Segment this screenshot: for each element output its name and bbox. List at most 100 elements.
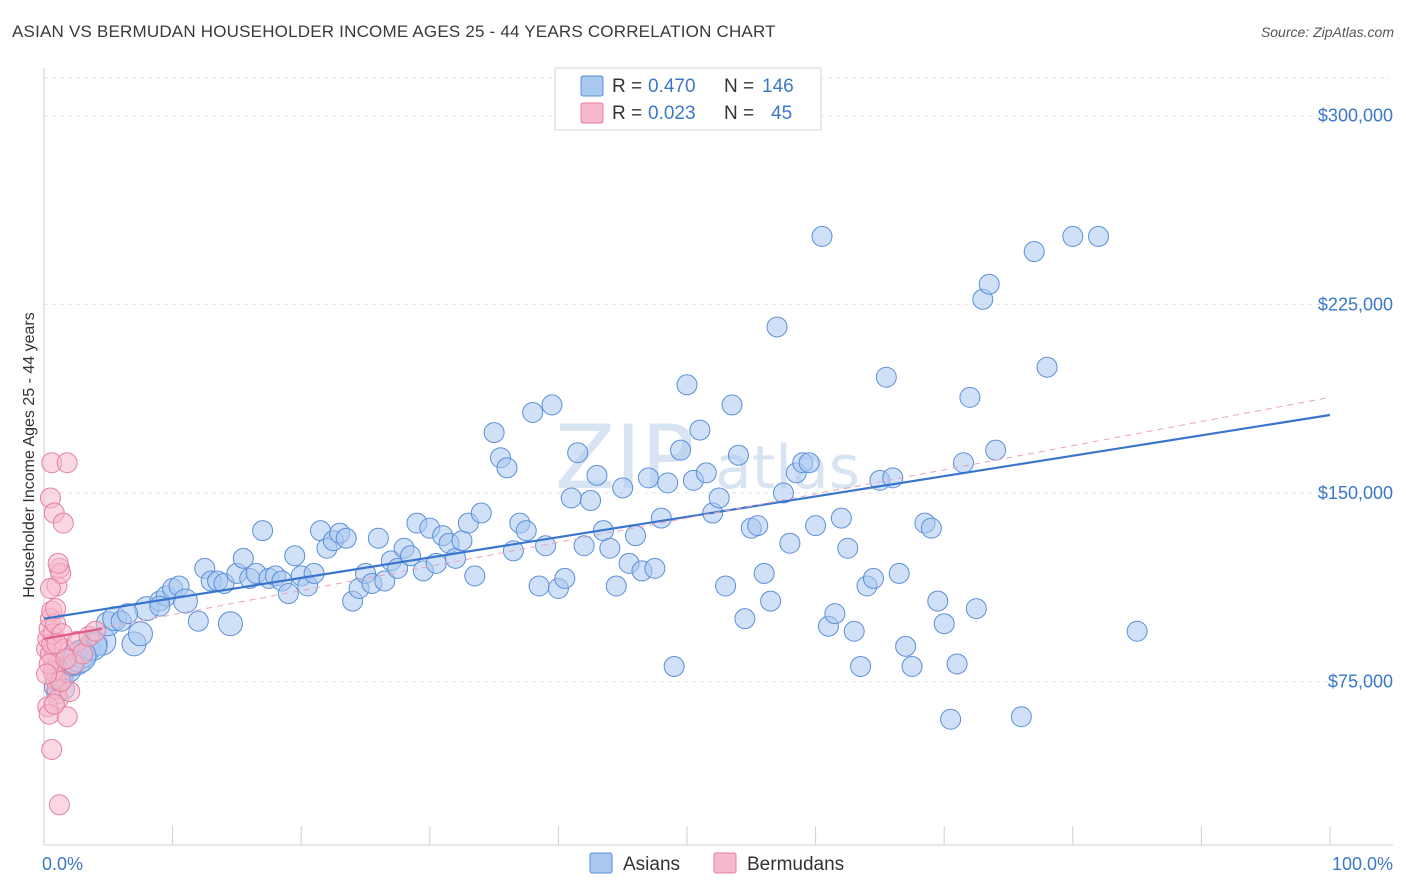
x-tick-labels: 0.0% 100.0% xyxy=(42,854,1393,874)
point-asian xyxy=(483,422,505,444)
point-asian xyxy=(734,608,756,630)
point-asian xyxy=(599,537,621,559)
point-asian xyxy=(747,515,769,537)
point-bermudan xyxy=(43,693,65,715)
point-asian xyxy=(580,489,602,511)
trend-line-asians xyxy=(43,413,1331,620)
legend-r-value-1: 0.470 xyxy=(648,76,696,97)
point-asian xyxy=(496,457,518,479)
point-asian xyxy=(798,452,820,474)
point-asian xyxy=(637,467,659,489)
point-asian xyxy=(888,562,910,584)
point-bermudan xyxy=(47,552,69,574)
point-asian xyxy=(284,545,306,567)
point-bermudan xyxy=(55,648,77,670)
point-asian xyxy=(232,547,254,569)
y-tick-labels: $75,000 $150,000 $225,000 $300,000 xyxy=(1318,106,1393,692)
y-axis-label: Householder Income Ages 25 - 44 years xyxy=(21,312,38,598)
legend-n-value-2: 45 xyxy=(771,103,792,124)
bottom-legend-asians: Asians xyxy=(623,854,680,875)
trend-line-bermudans xyxy=(43,627,103,640)
point-asian xyxy=(528,575,550,597)
point-asian xyxy=(567,442,589,464)
point-asian xyxy=(586,464,608,486)
point-asian xyxy=(978,273,1000,295)
point-asian xyxy=(663,655,685,677)
point-asian xyxy=(965,598,987,620)
point-asian xyxy=(753,562,775,584)
point-asian xyxy=(985,439,1007,461)
point-asian xyxy=(1036,356,1058,378)
point-bermudan xyxy=(36,663,58,685)
point-asian xyxy=(875,366,897,388)
bottom-legend: Asians Bermudans xyxy=(589,852,844,875)
point-asian xyxy=(573,535,595,557)
point-asian xyxy=(1023,241,1045,263)
series-bermudans xyxy=(36,452,106,816)
point-asian xyxy=(554,567,576,589)
point-asian xyxy=(862,567,884,589)
point-asian xyxy=(541,394,563,416)
point-asian xyxy=(824,603,846,625)
point-asian xyxy=(695,462,717,484)
point-bermudan xyxy=(56,452,78,474)
point-bermudan xyxy=(56,706,78,728)
point-asian xyxy=(727,444,749,466)
point-asian xyxy=(772,482,794,504)
point-asian xyxy=(1010,706,1032,728)
legend-swatch-asians xyxy=(580,75,604,97)
point-asian xyxy=(303,562,325,584)
point-asian xyxy=(940,708,962,730)
series-asians xyxy=(43,225,1148,730)
point-asian xyxy=(843,620,865,642)
point-asian xyxy=(650,507,672,529)
point-asian xyxy=(895,635,917,657)
point-asian xyxy=(927,590,949,612)
point-asian xyxy=(1126,620,1148,642)
legend-n-value-1: 146 xyxy=(762,76,794,97)
point-asian xyxy=(850,655,872,677)
bottom-legend-swatch-bermudans xyxy=(713,852,737,874)
point-asian xyxy=(676,374,698,396)
x-tick-label-max: 100.0% xyxy=(1332,854,1393,874)
point-asian xyxy=(760,590,782,612)
bottom-legend-bermudans: Bermudans xyxy=(747,854,844,875)
legend-r-value-2: 0.023 xyxy=(648,103,696,124)
point-asian xyxy=(187,610,209,632)
point-asian xyxy=(367,527,389,549)
y-tick-label: $150,000 xyxy=(1318,483,1393,503)
point-asian xyxy=(515,520,537,542)
legend-n-label-1: N = xyxy=(724,76,754,97)
point-asian xyxy=(605,575,627,597)
point-asian xyxy=(811,225,833,247)
legend-box: R = 0.470 N = 146 R = 0.023 N = 45 xyxy=(554,67,822,131)
point-asian xyxy=(277,583,299,605)
x-tick-label-min: 0.0% xyxy=(42,854,83,874)
legend-r-label-2: R = xyxy=(612,103,642,124)
point-asian xyxy=(766,316,788,338)
point-asian xyxy=(1088,225,1110,247)
point-asian xyxy=(560,487,582,509)
point-asian xyxy=(612,477,634,499)
point-bermudan xyxy=(48,794,70,816)
bottom-legend-swatch-asians xyxy=(589,852,613,874)
legend-swatch-bermudans xyxy=(580,102,604,124)
trend-line-bermudans-extension xyxy=(43,396,1331,640)
chart-title: ASIAN VS BERMUDAN HOUSEHOLDER INCOME AGE… xyxy=(12,22,776,41)
point-asian xyxy=(689,419,711,441)
point-asian xyxy=(470,502,492,524)
point-bermudan xyxy=(39,577,61,599)
point-asian xyxy=(522,401,544,423)
point-asian xyxy=(805,515,827,537)
point-asian xyxy=(952,452,974,474)
point-asian xyxy=(779,532,801,554)
point-asian xyxy=(464,565,486,587)
point-asian xyxy=(715,575,737,597)
y-tick-label: $225,000 xyxy=(1318,294,1393,314)
point-asian xyxy=(117,603,139,625)
point-asian xyxy=(901,655,923,677)
point-asian xyxy=(946,653,968,675)
point-asian xyxy=(451,530,473,552)
point-asian xyxy=(837,537,859,559)
point-asian xyxy=(335,527,357,549)
